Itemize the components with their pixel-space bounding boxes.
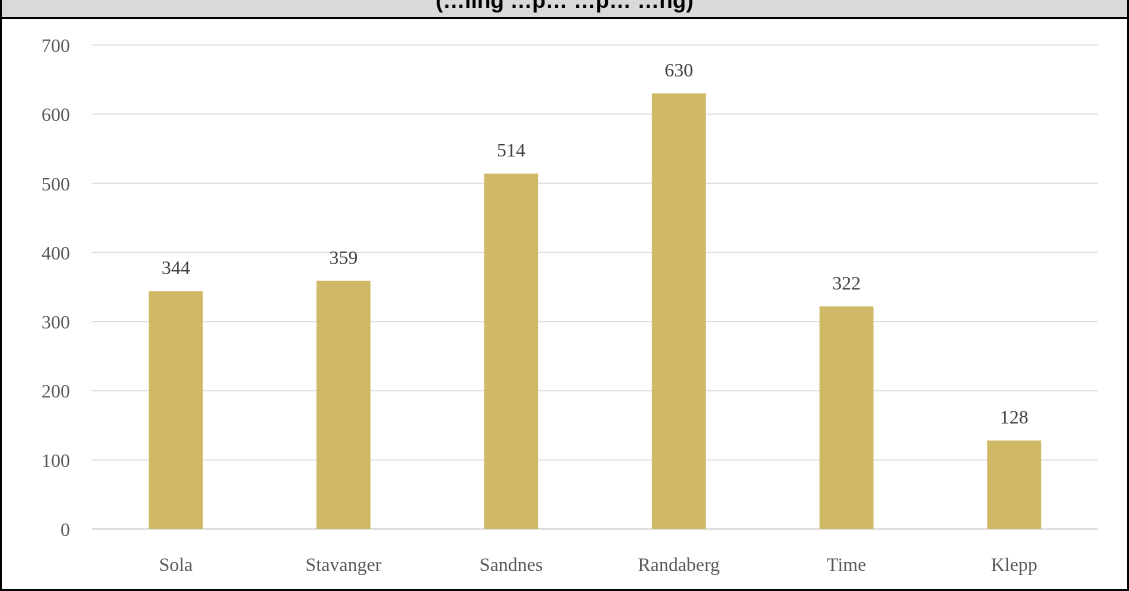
bar (316, 280, 371, 529)
bar (148, 291, 203, 529)
y-tick-label: 0 (61, 520, 71, 541)
x-tick-label: Sola (159, 555, 193, 576)
data-label: 514 (497, 141, 526, 162)
x-tick-label: Stavanger (306, 555, 383, 576)
data-label: 322 (832, 273, 861, 294)
gridlines (92, 44, 1098, 530)
y-tick-label: 300 (42, 313, 71, 334)
y-tick-label: 100 (42, 451, 71, 472)
bar (819, 306, 874, 529)
bar (987, 440, 1042, 529)
bars (148, 93, 1042, 530)
data-label: 128 (1000, 407, 1029, 428)
data-label: 359 (329, 248, 358, 269)
y-tick-label: 500 (42, 174, 71, 195)
data-label: 630 (665, 60, 694, 81)
x-tick-label: Randaberg (638, 555, 720, 576)
y-tick-label: 200 (42, 382, 71, 403)
bar (484, 173, 539, 529)
x-tick-label: Sandnes (480, 555, 543, 576)
chart-title-bar: (…ling …p… …p… …ng) (2, 0, 1127, 19)
y-tick-label: 600 (42, 105, 71, 126)
x-tick-label: Klepp (991, 555, 1037, 576)
y-tick-label: 400 (42, 243, 71, 264)
x-axis-ticks: Sola Stavanger Sandnes Randaberg Time Klepp (159, 555, 1037, 576)
data-labels: 344 359 514 630 322 128 (162, 60, 1029, 428)
x-tick-label: Time (827, 555, 866, 576)
y-axis-ticks: 0 100 200 300 400 500 600 700 (42, 36, 71, 541)
chart-title: (…ling …p… …p… …ng) (435, 0, 694, 13)
data-label: 344 (162, 258, 191, 279)
y-tick-label: 700 (42, 36, 71, 57)
bar (651, 93, 706, 530)
